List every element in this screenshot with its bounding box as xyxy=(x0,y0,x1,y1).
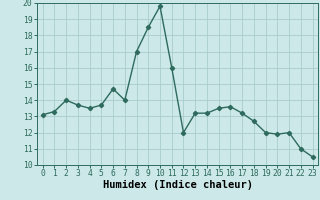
X-axis label: Humidex (Indice chaleur): Humidex (Indice chaleur) xyxy=(103,180,252,190)
